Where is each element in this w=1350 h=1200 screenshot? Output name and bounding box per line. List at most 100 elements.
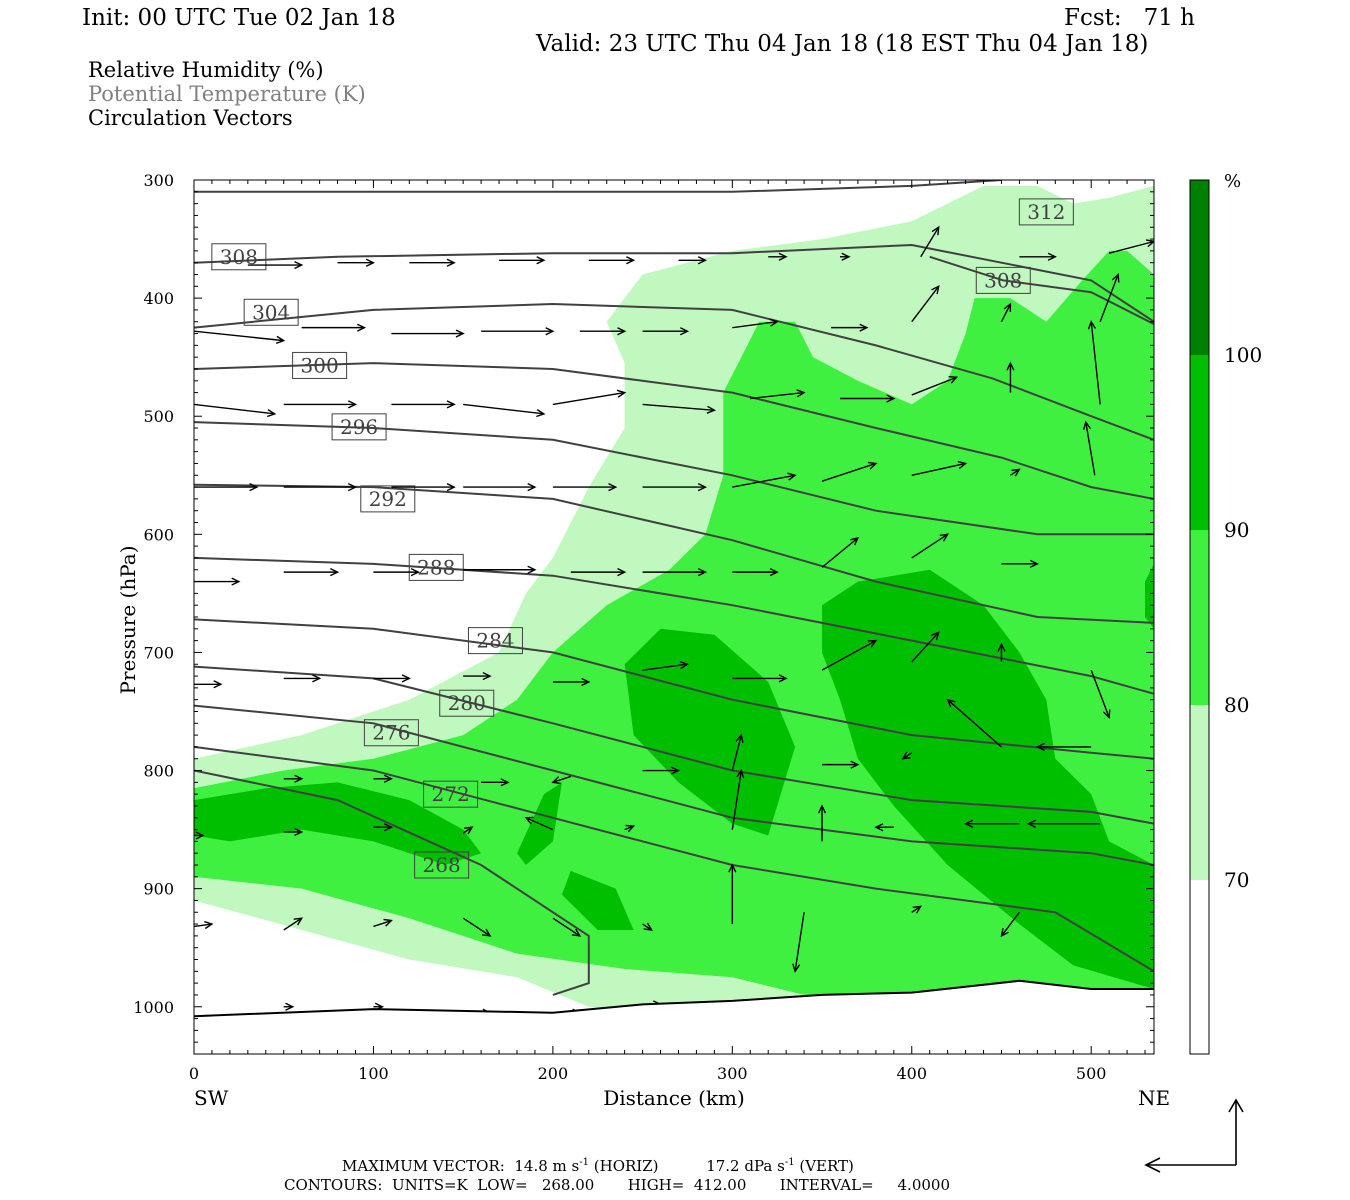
vector-shaft xyxy=(911,285,940,323)
circulation-vector xyxy=(768,252,788,261)
circulation-vector xyxy=(409,258,456,267)
rh-region-90 xyxy=(561,870,634,930)
colorbar-70 xyxy=(1190,705,1209,880)
vector-head xyxy=(670,766,681,775)
theta-label-box xyxy=(414,851,470,879)
circulation-vector xyxy=(901,751,913,760)
y-tick-label: 600 xyxy=(143,525,174,544)
vector-head xyxy=(735,733,744,744)
theta-label-284: 284 xyxy=(476,629,514,653)
vector-head xyxy=(930,631,940,641)
vector-head xyxy=(294,827,304,837)
vector-head xyxy=(365,258,376,267)
circulation-vector xyxy=(194,330,286,344)
vector-head xyxy=(213,680,223,689)
theta-label-308: 308 xyxy=(984,268,1022,292)
vector-head xyxy=(778,674,788,683)
max-vector-label: MAXIMUM VECTOR: xyxy=(342,1157,505,1175)
colorbar-100 xyxy=(1190,180,1209,355)
colorbar: % 70 80 90 100 xyxy=(1189,171,1262,1055)
vector-head xyxy=(850,760,860,769)
circulation-vector xyxy=(373,567,420,577)
vector-shaft xyxy=(463,403,544,415)
theta-label-268: 268 xyxy=(423,853,461,877)
theta-contour-284 xyxy=(194,618,1154,760)
vector-shaft xyxy=(911,462,966,476)
vector-shaft xyxy=(911,905,922,913)
vector-head xyxy=(293,917,304,926)
x-tick-label: 0 xyxy=(189,1064,199,1083)
y-tick-label: 800 xyxy=(143,762,174,781)
rh-region-90 xyxy=(624,628,796,836)
terrain-layer xyxy=(194,979,1154,1054)
vector-head xyxy=(616,389,627,398)
vector-shaft xyxy=(462,917,491,937)
colorbar-label-70: 70 xyxy=(1224,868,1249,892)
circulation-vector xyxy=(570,567,627,577)
vector-head xyxy=(1047,252,1057,261)
vector-head xyxy=(817,804,827,814)
circulation-vector xyxy=(817,804,827,842)
vector-head xyxy=(571,928,582,937)
theta-label-box xyxy=(975,266,1031,294)
circulation-vector xyxy=(579,327,627,336)
vector-head xyxy=(383,774,394,783)
vector-head xyxy=(249,482,259,492)
vector-head xyxy=(1011,468,1021,477)
vector-shaft xyxy=(1085,422,1096,476)
circulation-vector xyxy=(283,917,304,931)
circulation-vector xyxy=(1006,361,1015,393)
circulation-vector xyxy=(732,318,779,329)
theta-contour-304 xyxy=(194,302,1154,441)
vector-head xyxy=(769,318,779,327)
surface-line xyxy=(194,979,1154,1018)
colorbar-frame xyxy=(1189,179,1210,1055)
theta-label-box xyxy=(243,298,299,326)
circulation-vector xyxy=(481,327,555,336)
vector-head xyxy=(778,252,788,261)
vector-shaft xyxy=(462,826,473,834)
vector-shaft xyxy=(552,391,625,406)
vector-head xyxy=(285,1002,295,1011)
vector-shaft xyxy=(732,474,796,488)
vector-head xyxy=(901,751,911,760)
vector-shaft xyxy=(911,376,957,396)
circulation-vector xyxy=(463,403,546,418)
vector-head xyxy=(383,918,393,927)
circulation-vector xyxy=(792,912,805,973)
circulation-vector xyxy=(911,285,940,323)
vector-shaft xyxy=(920,226,940,258)
vector-head xyxy=(997,642,1006,652)
circulation-vector xyxy=(1035,742,1092,752)
vector-head xyxy=(410,567,420,577)
circulation-vector xyxy=(911,460,968,476)
sw-label: SW xyxy=(194,1086,229,1110)
vector-head xyxy=(1111,272,1120,283)
vector-head xyxy=(867,461,878,470)
vector-head xyxy=(1087,320,1096,330)
vector-shaft xyxy=(821,640,877,671)
theta-contour-308 xyxy=(929,255,1154,325)
circulation-vector xyxy=(283,774,304,783)
vector-head xyxy=(294,260,304,270)
theta-label-280: 280 xyxy=(448,691,486,715)
colorbar-80 xyxy=(1190,530,1209,705)
vector-shaft xyxy=(731,734,742,771)
rh-region-90 xyxy=(822,569,1154,989)
vector-shaft xyxy=(642,403,715,412)
colorbar-label-100: 100 xyxy=(1224,343,1262,367)
theta-label-box xyxy=(363,719,419,747)
vector-shaft xyxy=(1090,669,1110,718)
vector-shaft xyxy=(731,770,742,830)
vector-head xyxy=(948,376,959,384)
circulation-vector xyxy=(642,482,708,492)
vector-head xyxy=(1102,709,1111,719)
max-vector-note: MAXIMUM VECTOR: 14.8 m s-1 (HORIZ) 17.2 … xyxy=(342,1158,854,1174)
vector-head xyxy=(625,824,636,833)
circulation-vector xyxy=(373,823,394,832)
vector-head xyxy=(931,225,940,236)
circulation-vector xyxy=(247,260,304,270)
forecast-hour: Fcst: 71 h xyxy=(1064,5,1195,31)
theta-contour-300 xyxy=(194,362,1154,500)
legend-potential-temperature: Potential Temperature (K) xyxy=(88,82,366,106)
